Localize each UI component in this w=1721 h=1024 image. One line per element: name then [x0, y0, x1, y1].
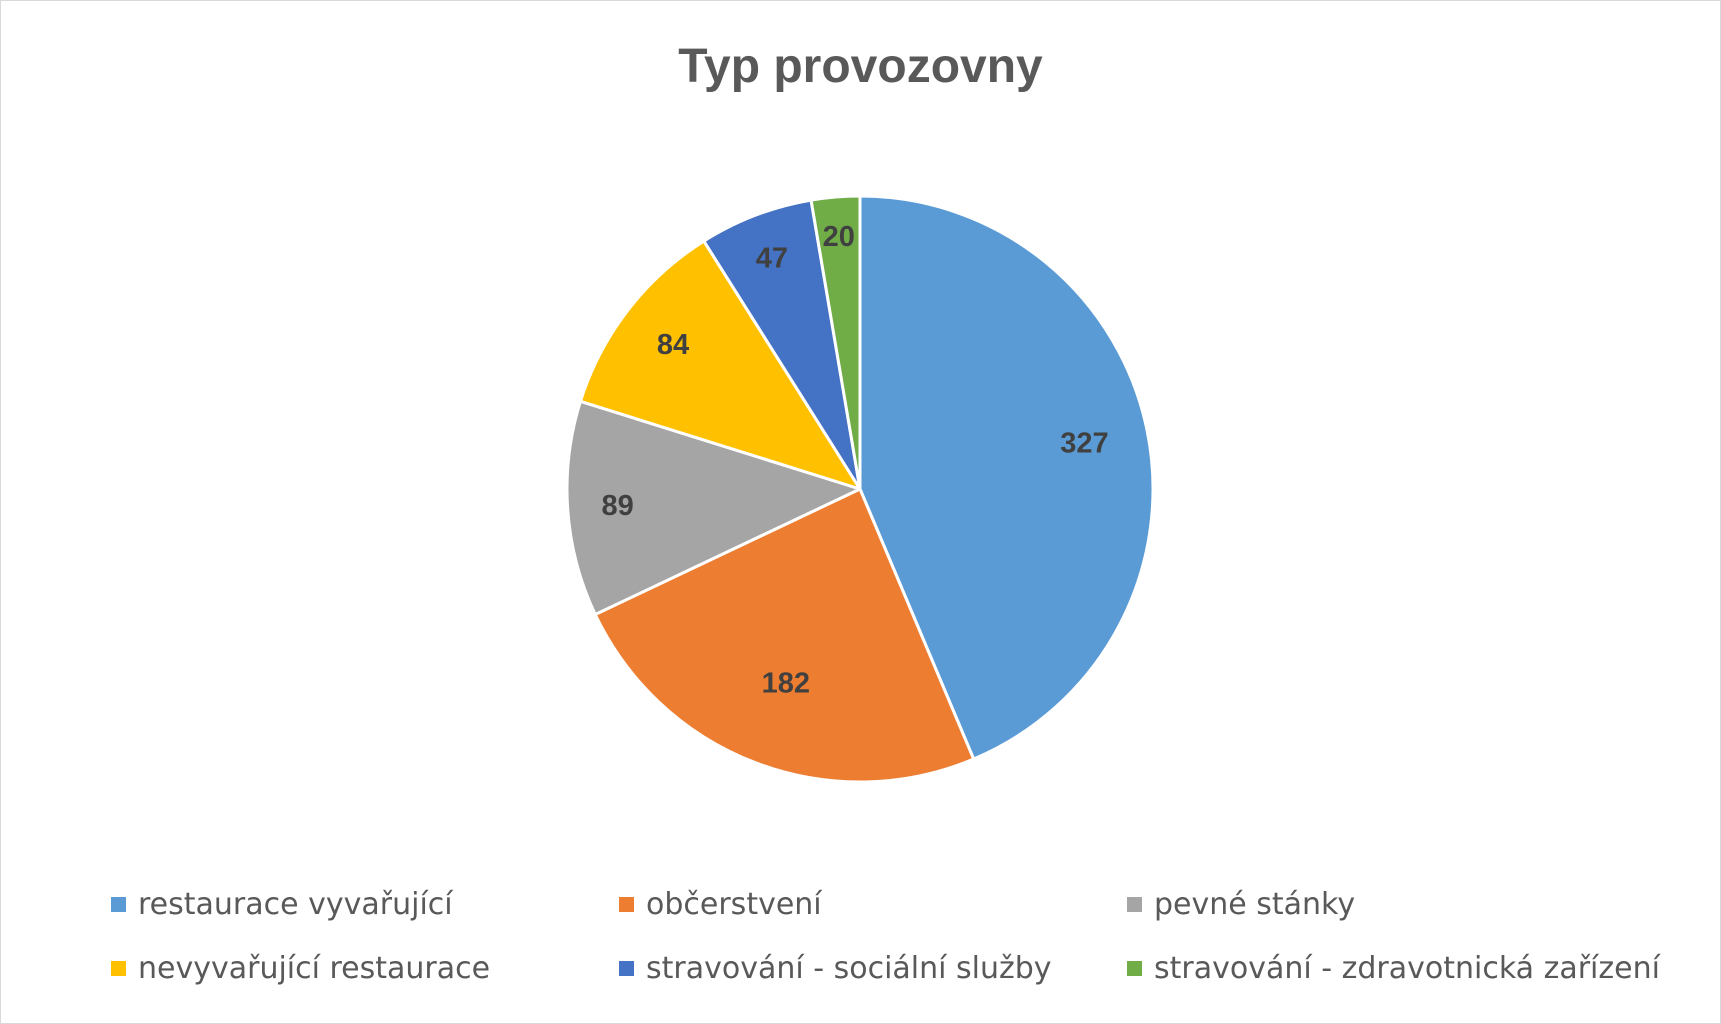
legend-label: občerstvení: [646, 886, 822, 922]
legend-item-stravovani-socialni-sluzby: stravování - sociální služby: [619, 950, 1127, 986]
legend-swatch: [1127, 960, 1142, 976]
legend-label: nevyvařující restaurace: [138, 950, 491, 986]
legend-label: stravování - sociální služby: [646, 950, 1052, 986]
slice-data-label-1: 182: [762, 667, 810, 699]
slice-data-label-3: 84: [657, 329, 689, 361]
legend-item-restaurace-vyvarujici: restaurace vyvařující: [111, 886, 619, 922]
legend-label: pevné stánky: [1154, 886, 1356, 922]
pie-slice-5: [809, 194, 862, 491]
legend-swatch: [619, 960, 634, 976]
slice-data-label-5: 20: [823, 221, 855, 253]
legend-swatch: [111, 896, 126, 912]
chart-title: Typ provozovny: [678, 40, 1043, 93]
legend-item-nevyvarujici-restaurace: nevyvařující restaurace: [111, 950, 619, 986]
slice-data-label-4: 47: [756, 242, 788, 274]
legend-item-stravovani-zdravotnicka-zarizeni: stravování - zdravotnická zařízení: [1127, 950, 1671, 986]
legend-item-obcerstveni: občerstvení: [619, 886, 1127, 922]
legend-label: restaurace vyvařující: [138, 886, 453, 922]
legend-item-pevne-stanky: pevné stánky: [1127, 886, 1671, 922]
legend-swatch: [111, 960, 126, 976]
slice-data-label-2: 89: [601, 490, 633, 522]
slice-data-label-0: 327: [1060, 428, 1108, 460]
pie-slice-2: [565, 399, 862, 616]
legend-swatch: [619, 896, 634, 912]
legend-label: stravování - zdravotnická zařízení: [1154, 950, 1660, 986]
legend: restaurace vyvařující občerstvení pevné …: [111, 886, 1671, 986]
legend-swatch: [1127, 896, 1142, 912]
pie-slice-1: [593, 487, 976, 784]
pie-slice-0: [858, 194, 1155, 761]
pie-slice-3: [578, 239, 862, 491]
pie-slice-4: [702, 198, 862, 491]
